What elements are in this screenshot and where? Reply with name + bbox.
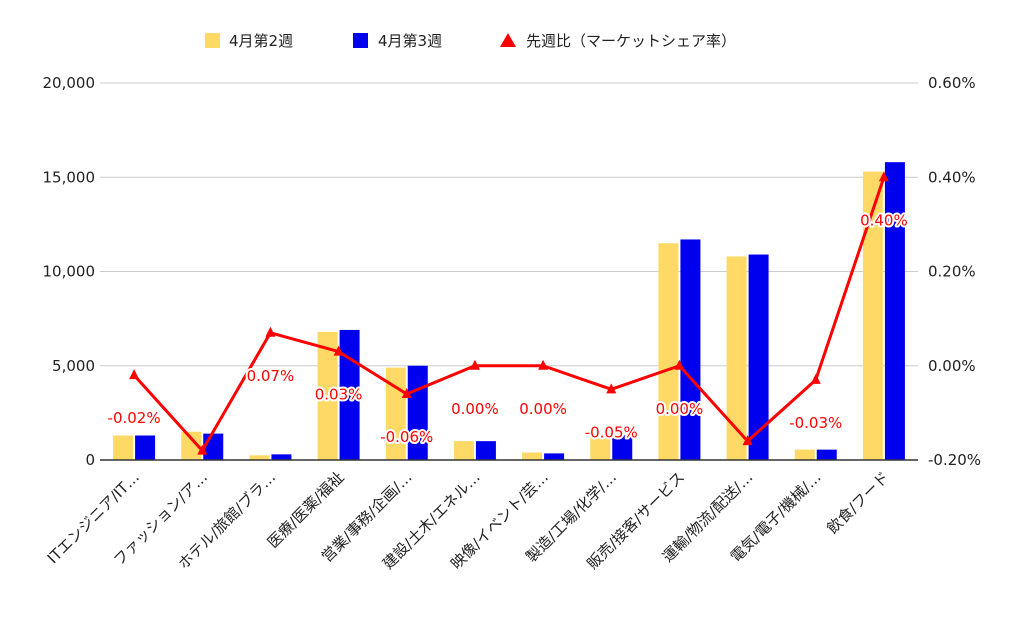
data-label: 0.03% xyxy=(315,386,363,404)
bar-series-2 xyxy=(680,239,701,460)
share-line-marker xyxy=(742,435,753,446)
bar-series-2 xyxy=(203,433,224,460)
y-axis-left: 0 5,000 10,000 15,000 20,000 xyxy=(43,74,96,469)
bar-series-1 xyxy=(522,452,543,460)
y-left-tick-label: 5,000 xyxy=(52,357,95,375)
share-line-marker xyxy=(878,171,889,182)
data-label: -0.06% xyxy=(380,428,433,446)
legend-swatch-series-2 xyxy=(353,33,368,48)
y-right-tick-label: 0.20% xyxy=(928,263,976,281)
bars xyxy=(113,162,905,461)
bar-series-2 xyxy=(407,365,428,460)
data-label: -0.03% xyxy=(789,414,842,432)
gridlines xyxy=(100,82,918,367)
bar-series-1 xyxy=(113,435,134,460)
legend-item-series-3[interactable]: 先週比（マーケットシェア率） xyxy=(500,32,736,50)
y-right-tick-label: 0.60% xyxy=(928,74,976,92)
legend-swatch-series-1 xyxy=(205,33,220,48)
share-line-marker xyxy=(333,345,344,356)
share-line-marker xyxy=(606,383,617,394)
share-line-marker xyxy=(810,373,821,384)
bar-series-1 xyxy=(249,455,270,460)
data-label: 0.00% xyxy=(519,400,567,418)
bar-series-2 xyxy=(475,441,496,460)
data-label: 0.00% xyxy=(656,400,704,418)
bar-series-1 xyxy=(658,243,679,460)
legend-label-series-2: 4月第3週 xyxy=(378,32,442,50)
bar-series-1 xyxy=(794,449,815,460)
share-line-marker xyxy=(469,359,480,370)
bar-series-2 xyxy=(544,453,565,460)
share-line-marker xyxy=(197,444,208,455)
share-line-marker xyxy=(129,369,140,380)
data-label: 0.40% xyxy=(860,211,908,229)
x-category-label: 飲食/フード xyxy=(823,468,892,537)
y-right-tick-label: 0.40% xyxy=(928,168,976,186)
data-labels: -0.02% 0.07% 0.03% -0.06% 0.00% 0.00% -0.05% 0.… xyxy=(106,209,910,448)
share-line-path xyxy=(132,176,886,453)
y-axis-right: -0.20% 0.00% 0.20% 0.40% 0.60% xyxy=(928,74,981,469)
bar-series-1 xyxy=(590,437,611,460)
y-right-tick-label: 0.00% xyxy=(928,357,976,375)
data-label: -0.02% xyxy=(108,409,161,427)
bar-series-1 xyxy=(726,256,747,460)
legend-label-series-3: 先週比（マーケットシェア率） xyxy=(526,32,736,50)
bar-series-2 xyxy=(271,454,292,460)
x-axis-categories: ITエンジニア/IT…ファッション/ア…ホテル/旅館/ブラ…医療/医薬/福祉営業… xyxy=(44,468,893,573)
bar-series-2 xyxy=(135,435,156,460)
bar-series-1 xyxy=(317,331,338,460)
share-line-marker xyxy=(674,359,685,370)
y-left-tick-label: 15,000 xyxy=(43,168,96,186)
share-line-marker xyxy=(265,326,276,337)
share-line-marker xyxy=(401,388,412,399)
legend-label-series-1: 4月第2週 xyxy=(229,32,293,50)
legend: 4月第2週 4月第3週 先週比（マーケットシェア率） xyxy=(205,32,736,50)
data-label: 0.00% xyxy=(451,400,499,418)
data-label: 0.07% xyxy=(247,367,295,385)
legend-item-series-2[interactable]: 4月第3週 xyxy=(353,32,442,50)
bar-series-1 xyxy=(862,171,883,460)
legend-item-series-1[interactable]: 4月第2週 xyxy=(205,32,293,50)
share-line-marker xyxy=(538,359,549,370)
y-left-tick-label: 10,000 xyxy=(43,263,96,281)
y-left-tick-label: 0 xyxy=(85,451,95,469)
data-label: -0.05% xyxy=(585,423,638,441)
y-left-tick-label: 20,000 xyxy=(43,74,96,92)
bar-series-2 xyxy=(884,162,905,461)
bar-series-1 xyxy=(453,441,474,460)
legend-triangle-series-3 xyxy=(500,33,516,47)
bar-series-2 xyxy=(612,435,633,460)
share-line xyxy=(129,171,889,455)
bar-series-1 xyxy=(181,431,202,460)
bar-series-2 xyxy=(816,449,837,460)
bar-series-2 xyxy=(748,254,769,460)
y-right-tick-label: -0.20% xyxy=(928,451,981,469)
